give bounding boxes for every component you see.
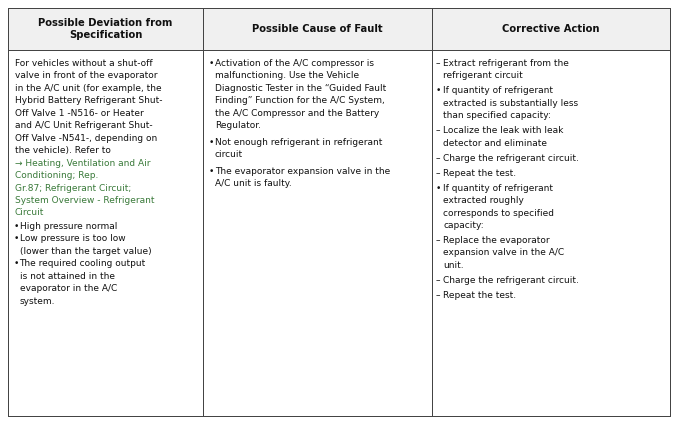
Text: Activation of the A/C compressor is: Activation of the A/C compressor is bbox=[215, 59, 374, 68]
Text: the A/C Compressor and the Battery: the A/C Compressor and the Battery bbox=[215, 109, 379, 118]
Text: •: • bbox=[14, 259, 19, 268]
Text: Low pressure is too low: Low pressure is too low bbox=[20, 234, 125, 243]
Text: and A/C Unit Refrigerant Shut-: and A/C Unit Refrigerant Shut- bbox=[14, 121, 152, 130]
Text: Charge the refrigerant circuit.: Charge the refrigerant circuit. bbox=[443, 276, 579, 285]
Text: –: – bbox=[435, 126, 439, 135]
Text: unit.: unit. bbox=[443, 261, 464, 270]
Text: extracted roughly: extracted roughly bbox=[443, 196, 524, 205]
Text: Off Valve -N541-, depending on: Off Valve -N541-, depending on bbox=[14, 134, 157, 143]
Text: Finding” Function for the A/C System,: Finding” Function for the A/C System, bbox=[215, 96, 384, 106]
Bar bbox=[8, 50, 203, 416]
Text: –: – bbox=[435, 169, 439, 178]
Text: Conditioning; Rep.: Conditioning; Rep. bbox=[14, 171, 98, 180]
Text: → Heating, Ventilation and Air: → Heating, Ventilation and Air bbox=[14, 159, 150, 167]
Text: malfunctioning. Use the Vehicle: malfunctioning. Use the Vehicle bbox=[215, 72, 359, 81]
Bar bbox=[432, 50, 670, 416]
Text: Circuit: Circuit bbox=[14, 209, 44, 218]
Bar bbox=[203, 8, 432, 50]
Bar bbox=[8, 50, 203, 416]
Text: •: • bbox=[14, 222, 19, 231]
Text: Regulator.: Regulator. bbox=[215, 121, 261, 130]
Text: Off Valve 1 -N516- or Heater: Off Valve 1 -N516- or Heater bbox=[14, 109, 143, 118]
Text: •: • bbox=[435, 86, 441, 95]
Text: Not enough refrigerant in refrigerant: Not enough refrigerant in refrigerant bbox=[215, 138, 382, 147]
Text: System Overview - Refrigerant: System Overview - Refrigerant bbox=[14, 196, 154, 205]
Text: refrigerant circuit: refrigerant circuit bbox=[443, 72, 523, 81]
Text: Repeat the test.: Repeat the test. bbox=[443, 291, 517, 300]
Bar bbox=[203, 50, 432, 416]
Text: •: • bbox=[209, 138, 214, 147]
Text: Localize the leak with leak: Localize the leak with leak bbox=[443, 126, 563, 135]
Text: Corrective Action: Corrective Action bbox=[502, 24, 599, 34]
Text: system.: system. bbox=[20, 297, 55, 306]
Bar bbox=[203, 50, 432, 416]
Bar bbox=[432, 50, 670, 416]
Text: Charge the refrigerant circuit.: Charge the refrigerant circuit. bbox=[443, 154, 579, 163]
Bar bbox=[8, 50, 203, 416]
Text: –: – bbox=[435, 276, 439, 285]
Bar bbox=[432, 8, 670, 50]
Text: If quantity of refrigerant: If quantity of refrigerant bbox=[443, 86, 553, 95]
Bar bbox=[203, 8, 432, 50]
Text: the vehicle). Refer to: the vehicle). Refer to bbox=[14, 146, 111, 155]
Text: The evaporator expansion valve in the: The evaporator expansion valve in the bbox=[215, 167, 390, 176]
Bar bbox=[8, 8, 203, 50]
Text: extracted is substantially less: extracted is substantially less bbox=[443, 99, 578, 108]
Text: A/C unit is faulty.: A/C unit is faulty. bbox=[215, 179, 292, 188]
Bar bbox=[8, 8, 203, 50]
Text: Possible Deviation from
Specification: Possible Deviation from Specification bbox=[39, 18, 173, 40]
Text: Gr.87; Refrigerant Circuit;: Gr.87; Refrigerant Circuit; bbox=[14, 184, 131, 192]
Text: (lower than the target value): (lower than the target value) bbox=[20, 247, 151, 256]
Text: Replace the evaporator: Replace the evaporator bbox=[443, 236, 550, 245]
Text: capacity:: capacity: bbox=[443, 221, 484, 230]
Text: is not attained in the: is not attained in the bbox=[20, 272, 115, 281]
Bar bbox=[432, 50, 670, 416]
Text: •: • bbox=[209, 167, 214, 176]
Text: If quantity of refrigerant: If quantity of refrigerant bbox=[443, 184, 553, 192]
Text: –: – bbox=[435, 291, 439, 300]
Text: –: – bbox=[435, 236, 439, 245]
Text: valve in front of the evaporator: valve in front of the evaporator bbox=[14, 72, 157, 81]
Text: –: – bbox=[435, 59, 439, 68]
Bar bbox=[203, 8, 432, 50]
Text: High pressure normal: High pressure normal bbox=[20, 222, 117, 231]
Text: •: • bbox=[435, 184, 441, 192]
Text: The required cooling output: The required cooling output bbox=[20, 259, 146, 268]
Text: than specified capacity:: than specified capacity: bbox=[443, 112, 551, 120]
Text: in the A/C unit (for example, the: in the A/C unit (for example, the bbox=[14, 84, 161, 93]
Text: –: – bbox=[435, 154, 439, 163]
Text: evaporator in the A/C: evaporator in the A/C bbox=[20, 284, 117, 293]
Text: •: • bbox=[209, 59, 214, 68]
Bar bbox=[432, 8, 670, 50]
Text: Possible Cause of Fault: Possible Cause of Fault bbox=[252, 24, 383, 34]
Text: corresponds to specified: corresponds to specified bbox=[443, 209, 554, 218]
Text: •: • bbox=[14, 234, 19, 243]
Text: Repeat the test.: Repeat the test. bbox=[443, 169, 517, 178]
Bar bbox=[432, 8, 670, 50]
Text: detector and eliminate: detector and eliminate bbox=[443, 139, 547, 148]
Text: For vehicles without a shut-off: For vehicles without a shut-off bbox=[14, 59, 152, 68]
Bar bbox=[8, 8, 203, 50]
Text: expansion valve in the A/C: expansion valve in the A/C bbox=[443, 248, 564, 257]
Text: Hybrid Battery Refrigerant Shut-: Hybrid Battery Refrigerant Shut- bbox=[14, 96, 162, 106]
Bar bbox=[203, 50, 432, 416]
Text: circuit: circuit bbox=[215, 150, 243, 159]
Text: Diagnostic Tester in the “Guided Fault: Diagnostic Tester in the “Guided Fault bbox=[215, 84, 386, 93]
Text: Extract refrigerant from the: Extract refrigerant from the bbox=[443, 59, 569, 68]
